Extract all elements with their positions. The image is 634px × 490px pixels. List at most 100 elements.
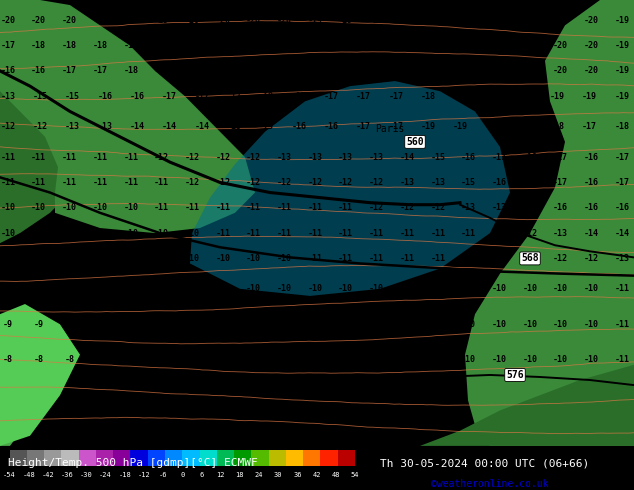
- Text: -17: -17: [614, 178, 630, 187]
- Text: -9: -9: [249, 320, 259, 329]
- Text: -11: -11: [154, 203, 169, 212]
- Text: -10: -10: [461, 320, 476, 329]
- Text: -10: -10: [62, 254, 77, 263]
- Text: -10: -10: [93, 203, 108, 212]
- Bar: [321, 450, 338, 466]
- Text: -16: -16: [584, 203, 598, 212]
- Text: -10: -10: [1, 203, 15, 212]
- Text: -12: -12: [430, 203, 445, 212]
- Text: -17: -17: [307, 67, 323, 75]
- Text: -18: -18: [31, 41, 46, 50]
- Text: -11: -11: [369, 228, 384, 238]
- Text: -20: -20: [553, 67, 568, 75]
- Text: -8: -8: [3, 355, 13, 364]
- Text: -17: -17: [324, 92, 339, 101]
- Text: -17: -17: [338, 67, 353, 75]
- Text: -14: -14: [399, 152, 415, 162]
- Text: -10: -10: [522, 284, 538, 294]
- Text: -10: -10: [553, 284, 568, 294]
- Text: ©weatheronline.co.uk: ©weatheronline.co.uk: [431, 479, 548, 489]
- Text: -11: -11: [1, 152, 15, 162]
- Text: -18: -18: [420, 92, 436, 101]
- Text: -36: -36: [61, 472, 74, 478]
- Text: -11: -11: [614, 355, 630, 364]
- Bar: [234, 450, 251, 466]
- Text: -10: -10: [246, 254, 261, 263]
- Text: -18: -18: [277, 41, 292, 50]
- Text: -10: -10: [430, 320, 445, 329]
- Text: -19: -19: [184, 41, 200, 50]
- Text: -19: -19: [420, 122, 436, 131]
- Text: -11: -11: [246, 203, 261, 212]
- Text: 48: 48: [332, 472, 340, 478]
- Text: -19: -19: [216, 41, 230, 50]
- Text: -17: -17: [614, 152, 630, 162]
- Text: -9: -9: [3, 320, 13, 329]
- Text: -10: -10: [123, 203, 138, 212]
- Text: -11: -11: [492, 254, 507, 263]
- Polygon shape: [0, 304, 80, 446]
- Text: -9: -9: [218, 320, 228, 329]
- Text: -19: -19: [307, 16, 323, 25]
- Bar: [165, 450, 183, 466]
- Text: -11: -11: [277, 228, 292, 238]
- Text: -11: -11: [93, 152, 108, 162]
- Text: -13: -13: [98, 122, 112, 131]
- Text: -17: -17: [292, 92, 306, 101]
- Text: -18: -18: [614, 122, 630, 131]
- Text: -17: -17: [388, 92, 403, 101]
- Text: 0: 0: [180, 472, 184, 478]
- Text: -9: -9: [187, 320, 197, 329]
- Text: -20: -20: [522, 41, 538, 50]
- Text: -10: -10: [62, 228, 77, 238]
- Text: -14: -14: [584, 228, 598, 238]
- Text: -19: -19: [522, 67, 538, 75]
- Text: -10: -10: [1, 228, 15, 238]
- Text: -16: -16: [522, 178, 538, 187]
- Text: 576: 576: [506, 370, 524, 380]
- Text: -11: -11: [430, 228, 445, 238]
- Text: -18: -18: [154, 67, 169, 75]
- Text: -16: -16: [1, 67, 15, 75]
- Bar: [148, 450, 165, 466]
- Text: -20: -20: [216, 16, 230, 25]
- Text: -11: -11: [614, 320, 630, 329]
- Text: -15: -15: [461, 178, 476, 187]
- Text: -11: -11: [338, 203, 353, 212]
- Text: -17: -17: [369, 41, 384, 50]
- Text: -30: -30: [80, 472, 93, 478]
- Text: -10: -10: [399, 355, 415, 364]
- Text: -10: -10: [277, 254, 292, 263]
- Text: -20: -20: [93, 16, 108, 25]
- Text: -19: -19: [485, 92, 500, 101]
- Polygon shape: [0, 0, 160, 446]
- Text: -20: -20: [246, 16, 261, 25]
- Text: 568: 568: [521, 253, 539, 264]
- Text: -17: -17: [162, 92, 177, 101]
- Text: -10: -10: [123, 254, 138, 263]
- Text: -9: -9: [157, 284, 167, 294]
- Bar: [217, 450, 234, 466]
- Text: -9: -9: [65, 320, 74, 329]
- Text: -10: -10: [93, 284, 108, 294]
- Bar: [131, 450, 148, 466]
- Text: -12: -12: [1, 122, 15, 131]
- Text: -17: -17: [369, 67, 384, 75]
- Polygon shape: [390, 365, 634, 446]
- Text: -9: -9: [372, 320, 382, 329]
- Text: -19: -19: [123, 16, 138, 25]
- Text: -11: -11: [216, 203, 230, 212]
- Text: -17: -17: [195, 92, 209, 101]
- Text: -13: -13: [492, 203, 507, 212]
- Text: -12: -12: [369, 178, 384, 187]
- Text: -19: -19: [123, 41, 138, 50]
- Text: -18: -18: [461, 67, 476, 75]
- Bar: [27, 450, 44, 466]
- Text: -12: -12: [399, 203, 415, 212]
- Text: -15: -15: [65, 92, 80, 101]
- Text: -8: -8: [187, 355, 197, 364]
- Text: -17: -17: [399, 41, 415, 50]
- Text: -16: -16: [553, 203, 568, 212]
- Text: -20: -20: [31, 16, 46, 25]
- Text: 12: 12: [216, 472, 225, 478]
